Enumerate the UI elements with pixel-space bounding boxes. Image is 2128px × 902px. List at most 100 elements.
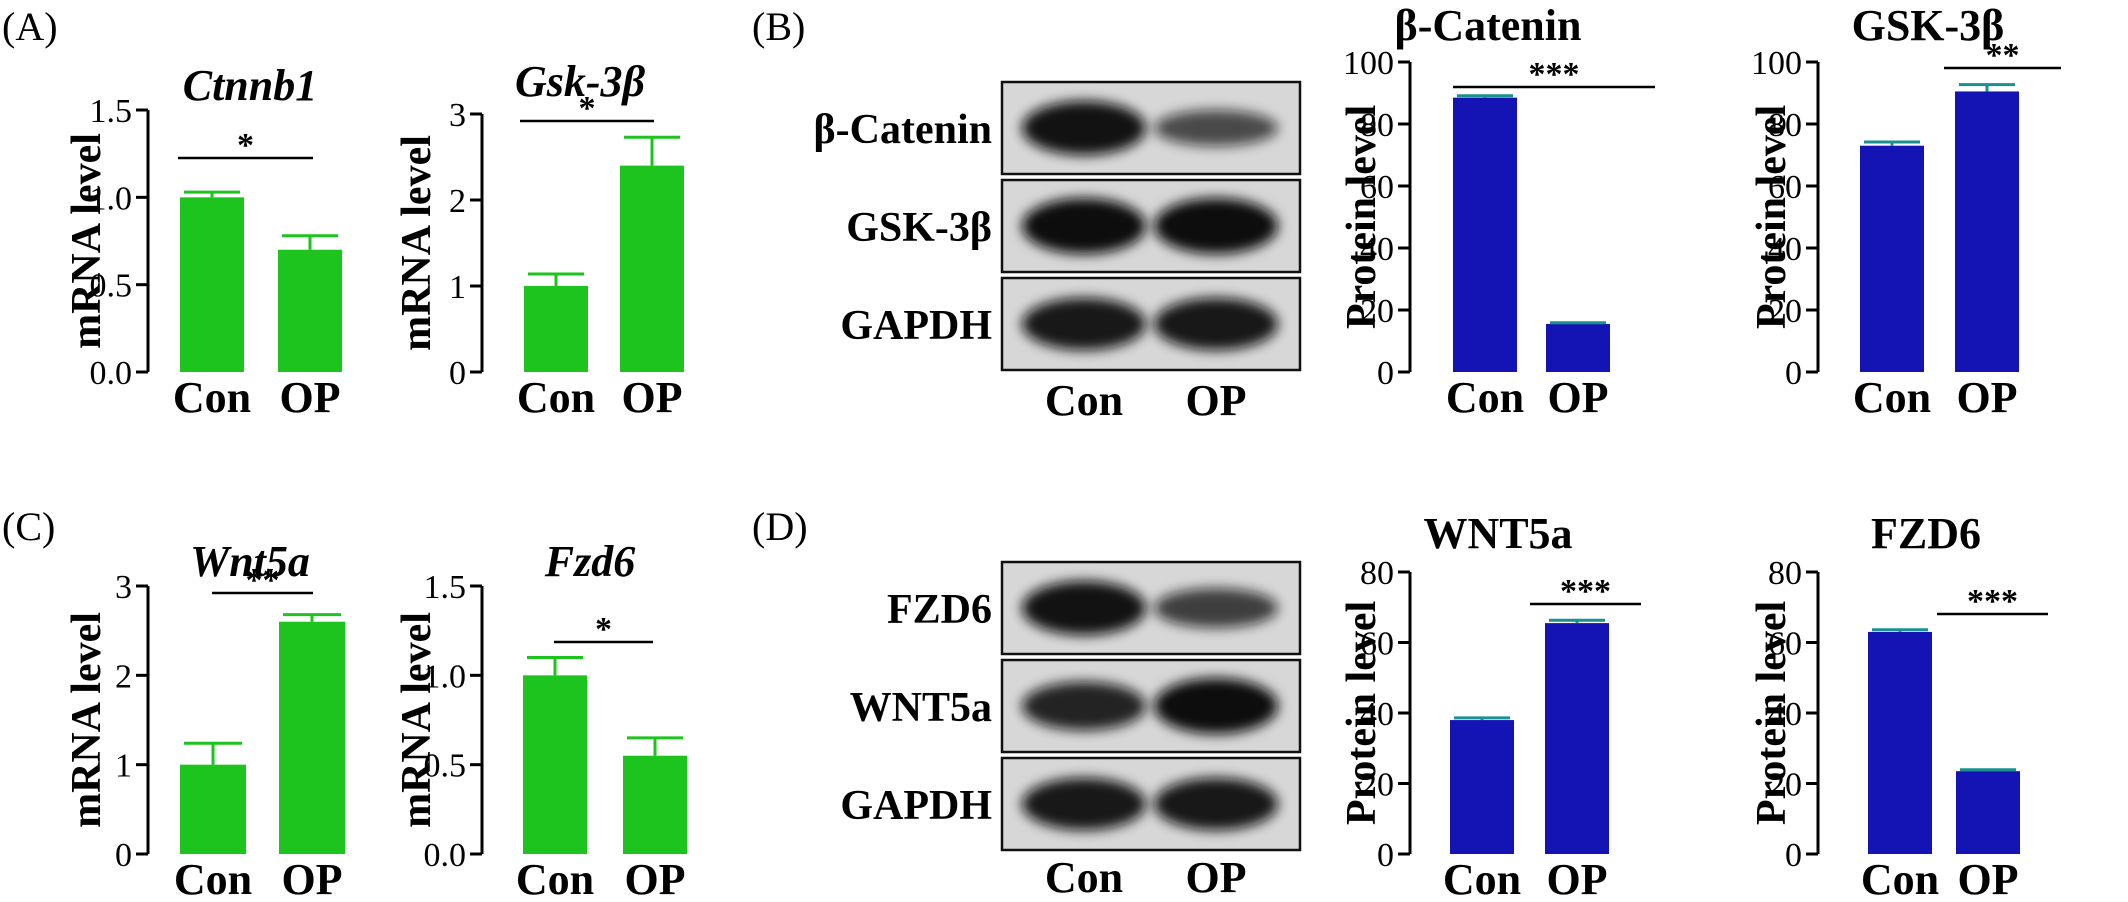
- chart-fzd6: Fzd6 mRNA level 0.0 0.5 1.0 1.5 Con OP *: [394, 537, 687, 902]
- blot-lane-label: Con: [1045, 376, 1123, 425]
- y-tick-label: 2: [115, 658, 132, 695]
- y-tick-label: 80: [1360, 555, 1394, 592]
- bar-con: [524, 286, 588, 372]
- y-tick-label: 60: [1360, 626, 1394, 663]
- x-category-label: Con: [174, 855, 252, 902]
- x-category-label: Con: [1861, 855, 1939, 902]
- blot-band-label: FZD6: [887, 587, 992, 633]
- significance-stars: *: [237, 127, 254, 164]
- significance-stars: *: [595, 611, 612, 648]
- x-category-label: Con: [517, 373, 595, 422]
- y-tick-label: 60: [1768, 169, 1802, 206]
- blot-band: [1022, 297, 1146, 351]
- bar-con: [523, 675, 587, 854]
- blot-band: [1022, 198, 1146, 254]
- blot-lane-label: OP: [1185, 853, 1246, 902]
- blot-band-label: GAPDH: [840, 303, 992, 349]
- blot-band: [1154, 678, 1278, 734]
- blot-band: [1154, 297, 1278, 351]
- x-category-label: Con: [173, 373, 251, 422]
- x-category-label: OP: [1546, 855, 1607, 902]
- y-tick-label: 2: [449, 183, 466, 220]
- y-tick-label: 0.0: [424, 837, 467, 874]
- chart-title: GSK-3β: [1852, 1, 2005, 50]
- blot-lane-label: OP: [1185, 376, 1246, 425]
- y-axis-label: mRNA level: [394, 612, 440, 828]
- panel-label-c: (C): [2, 504, 55, 549]
- y-axis-label: Protein level: [1339, 105, 1385, 329]
- blot-band: [1154, 588, 1278, 628]
- y-axis-label: mRNA level: [64, 612, 110, 828]
- y-tick-label: 1: [449, 269, 466, 306]
- panel-label-d: (D): [752, 504, 808, 549]
- bar-con: [1868, 631, 1932, 854]
- blot-band: [1154, 198, 1278, 254]
- y-tick-label: 0: [1377, 837, 1394, 874]
- y-axis-label: Protein level: [1339, 601, 1385, 825]
- y-tick-label: 0.5: [90, 268, 133, 305]
- y-tick-label: 0: [1377, 355, 1394, 392]
- significance-stars: **: [1986, 37, 2020, 74]
- y-tick-label: 40: [1360, 231, 1394, 268]
- chart-fzd6-protein: FZD6 Protein level 0 20 40 60 80 Con OP ***: [1749, 509, 2048, 902]
- blot-band-label: WNT5a: [850, 685, 992, 731]
- chart-gsk3b-protein: GSK-3β Protein level 0 20 40 60 80 100 Con OP **: [1749, 1, 2061, 422]
- bar-con: [1860, 145, 1924, 372]
- y-tick-label: 60: [1768, 626, 1802, 663]
- y-tick-label: 20: [1360, 767, 1394, 804]
- y-tick-label: 100: [1751, 45, 1802, 82]
- bar-con: [180, 764, 246, 854]
- y-tick-label: 40: [1360, 696, 1394, 733]
- bar-op: [279, 621, 345, 854]
- blot-band: [1154, 777, 1278, 831]
- y-tick-label: 0: [1785, 355, 1802, 392]
- significance-stars: ***: [1529, 56, 1580, 93]
- bar-op: [620, 165, 684, 372]
- y-tick-label: 20: [1768, 767, 1802, 804]
- chart-title: Wnt5a: [190, 537, 310, 586]
- y-tick-label: 1.0: [424, 658, 467, 695]
- y-tick-label: 0.0: [90, 355, 133, 392]
- y-tick-label: 1: [115, 748, 132, 785]
- y-tick-label: 80: [1768, 555, 1802, 592]
- bar-con: [1450, 720, 1514, 854]
- significance-stars: ***: [1967, 583, 2018, 620]
- bar-op: [278, 249, 342, 372]
- y-tick-label: 80: [1360, 107, 1394, 144]
- bar-op: [1546, 323, 1610, 372]
- blot-band: [1022, 100, 1146, 156]
- y-tick-label: 100: [1343, 45, 1394, 82]
- chart-title: Ctnnb1: [183, 61, 318, 110]
- y-tick-label: 80: [1768, 107, 1802, 144]
- y-tick-label: 1.5: [90, 93, 133, 130]
- blot-band-label: GAPDH: [840, 783, 992, 829]
- blot-band: [1022, 580, 1146, 636]
- y-tick-label: 20: [1768, 293, 1802, 330]
- y-tick-label: 0.5: [424, 748, 467, 785]
- x-category-label: Con: [1443, 855, 1521, 902]
- panel-label-a: (A): [2, 4, 58, 49]
- y-axis-label: mRNA level: [394, 135, 440, 351]
- y-tick-label: 20: [1360, 293, 1394, 330]
- y-tick-label: 1.5: [424, 569, 467, 606]
- blot-lane-label: Con: [1045, 853, 1123, 902]
- chart-title: FZD6: [1871, 509, 1981, 558]
- x-category-label: OP: [1956, 373, 2017, 422]
- panel-label-b: (B): [752, 4, 805, 49]
- western-blot-b: β-Catenin GSK-3β GAPDH Con OP: [814, 80, 1302, 425]
- y-tick-label: 40: [1768, 696, 1802, 733]
- y-axis-label: mRNA level: [64, 133, 110, 349]
- chart-title: Gsk-3β: [515, 57, 646, 106]
- x-category-label: OP: [279, 373, 340, 422]
- chart-title: β-Catenin: [1395, 1, 1582, 50]
- significance-stars: ***: [1560, 573, 1611, 610]
- bar-op: [623, 755, 687, 854]
- chart-ctnnb1: Ctnnb1 mRNA level 0.0 0.5 1.0 1.5 Con OP *: [64, 61, 342, 422]
- x-category-label: Con: [1446, 373, 1524, 422]
- x-category-label: OP: [621, 373, 682, 422]
- blot-band: [1022, 681, 1146, 731]
- x-category-label: OP: [1957, 855, 2018, 902]
- bar-con: [180, 197, 244, 372]
